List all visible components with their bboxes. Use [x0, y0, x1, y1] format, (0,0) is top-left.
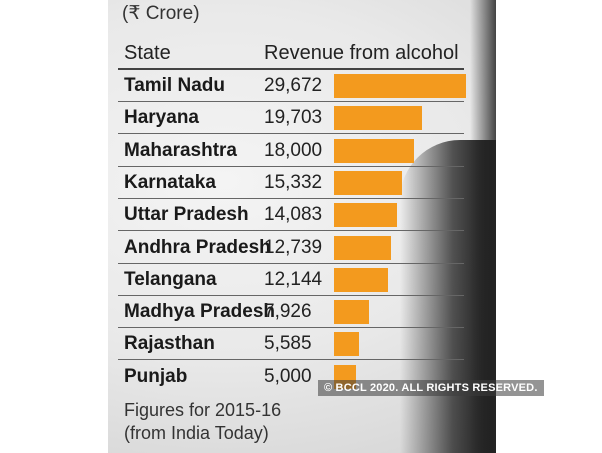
value-label: 5,000 [264, 365, 312, 387]
row-divider [118, 294, 464, 296]
bar [334, 74, 466, 98]
row-divider [118, 133, 464, 135]
table-row: Madhya Pradesh 7,926 [118, 296, 464, 329]
value-label: 12,739 [264, 236, 323, 258]
value-label: 18,000 [264, 139, 323, 161]
table-row: Tamil Nadu 29,672 [118, 70, 466, 102]
value-label: 14,083 [264, 204, 323, 226]
state-label: Maharashtra [124, 139, 237, 161]
value-label: 15,332 [264, 171, 323, 193]
value-label: 7,926 [264, 301, 312, 323]
value-label: 5,585 [264, 333, 312, 355]
state-label: Telangana [124, 268, 217, 290]
row-divider [118, 359, 464, 361]
bar [334, 170, 402, 195]
header-rule [118, 68, 464, 70]
footnote-source: (from India Today) [124, 423, 269, 443]
state-label: Punjab [124, 365, 188, 387]
state-label: Madhya Pradesh [124, 301, 275, 323]
state-label: Haryana [124, 107, 199, 129]
table-row: Rajasthan 5,585 [118, 328, 464, 361]
bar [334, 332, 359, 357]
table-row: Karnataka 15,332 [118, 167, 464, 199]
state-label: Rajasthan [124, 333, 215, 355]
row-divider [118, 197, 464, 199]
table-row: Telangana 12,144 [118, 264, 464, 296]
bar [334, 300, 369, 325]
state-label: Andhra Pradesh [124, 236, 271, 258]
row-divider [118, 101, 464, 102]
copyright-watermark: © BCCL 2020. ALL RIGHTS RESERVED. [318, 380, 544, 396]
value-label: 29,672 [264, 75, 323, 96]
state-label: Uttar Pradesh [124, 204, 249, 226]
table-row: Uttar Pradesh 14,083 [118, 199, 464, 232]
state-label: Tamil Nadu [124, 75, 225, 96]
bar [334, 106, 422, 131]
state-label: Karnataka [124, 171, 216, 193]
row-divider [118, 327, 464, 329]
value-label: 19,703 [264, 107, 323, 129]
column-header-state: State [124, 42, 171, 64]
bar [334, 235, 391, 260]
column-header-revenue: Revenue from alcohol [264, 42, 459, 64]
value-label: 12,144 [264, 268, 323, 290]
bar [334, 138, 414, 163]
bar [334, 267, 388, 292]
table-row: Maharashtra 18,000 [118, 135, 464, 167]
table-row: Punjab 5,000 [118, 361, 464, 393]
glass-edge [470, 0, 496, 453]
table-row: Andhra Pradesh 12,739 [118, 232, 464, 264]
footnote-years: Figures for 2015-16 [124, 400, 282, 420]
row-divider [118, 230, 464, 232]
unit-label: (₹ Crore) [122, 3, 200, 24]
row-divider [118, 165, 464, 167]
row-divider [118, 262, 464, 264]
table-row: Haryana 19,703 [118, 102, 464, 135]
bar [334, 203, 397, 228]
